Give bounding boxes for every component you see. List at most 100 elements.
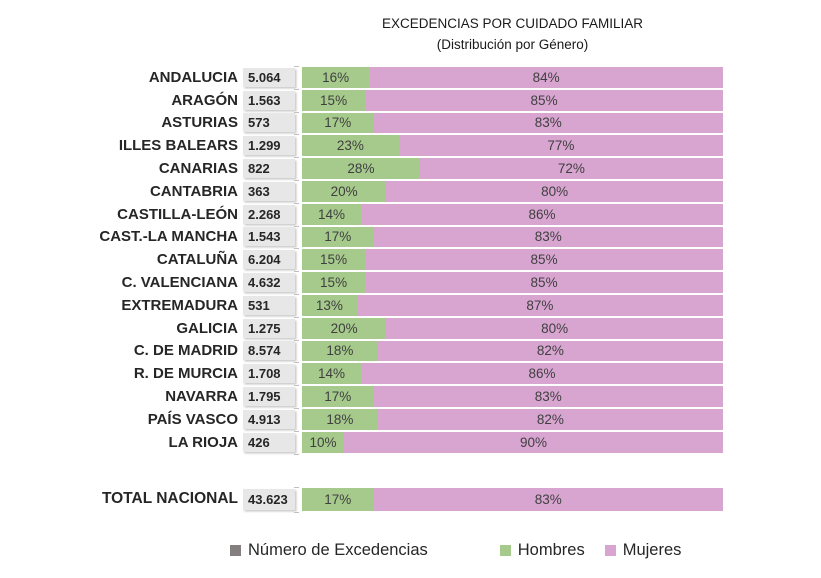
region-row: CANARIAS 822 28% 72% — [0, 157, 821, 180]
hombres-segment: 17% — [302, 226, 374, 248]
stacked-bar: 15% 85% — [294, 248, 723, 271]
excedencias-value: 822 — [243, 159, 295, 179]
chart-title: EXCEDENCIAS POR CUIDADO FAMILIAR (Distri… — [302, 13, 723, 55]
region-row: PAÍS VASCO 4.913 18% 82% — [0, 407, 821, 431]
stacked-bar: 15% 85% — [294, 88, 723, 111]
stacked-bar: 17% 83% — [294, 385, 723, 407]
region-label: C. VALENCIANA — [121, 274, 238, 292]
mujeres-segment: 85% — [365, 89, 723, 111]
mujeres-segment: 84% — [369, 67, 723, 88]
stacked-bar: 18% 82% — [294, 407, 723, 430]
stacked-bar: 16% 84% — [294, 66, 723, 88]
region-row: GALICIA 1.275 20% 80% — [0, 316, 821, 340]
region-label: CATALUÑA — [156, 251, 238, 269]
legend-item-mujeres: Mujeres — [604, 541, 682, 560]
region-row: C. VALENCIANA 4.632 15% 85% — [0, 271, 821, 294]
mujeres-segment: 80% — [386, 317, 723, 339]
excedencias-value: 426 — [243, 432, 295, 452]
mujeres-segment: 83% — [373, 386, 723, 407]
hombres-segment: 15% — [302, 272, 366, 293]
region-row: EXTREMADURA 531 13% 87% — [0, 293, 821, 317]
hombres-segment: 20% — [302, 180, 387, 202]
hombres-segment: 28% — [302, 158, 420, 179]
legend-label: Número de Excedencias — [248, 541, 428, 559]
region-row: CASTILLA-LEÓN 2.268 14% 86% — [0, 202, 821, 226]
total-row: TOTAL NACIONAL 43.623 17% 83% — [0, 486, 821, 513]
region-label: ILLES BALEARS — [118, 137, 238, 155]
mujeres-segment: 77% — [398, 135, 723, 157]
legend-item-n-mero-de-excedencias: Número de Excedencias — [230, 541, 428, 560]
hombres-segment: 23% — [302, 135, 399, 157]
hombres-segment: 15% — [302, 89, 366, 111]
chart-title-line1: EXCEDENCIAS POR CUIDADO FAMILIAR — [381, 16, 644, 31]
hombres-segment: 14% — [302, 203, 361, 225]
excedencias-value: 6.204 — [243, 250, 295, 270]
excedencias-value: 4.632 — [243, 273, 295, 293]
excedencias-value: 573 — [243, 113, 295, 133]
mujeres-segment: 82% — [377, 408, 723, 430]
hombres-segment: 16% — [302, 67, 370, 88]
excedencias-value: 1.795 — [243, 387, 295, 407]
stacked-bar: 17% 83% — [294, 111, 723, 134]
stacked-bar: 18% 82% — [294, 339, 723, 362]
region-row: LA RIOJA 426 10% 90% — [0, 430, 821, 455]
region-row: ARAGÓN 1.563 15% 85% — [0, 88, 821, 112]
excedencias-value: 5.064 — [243, 67, 295, 87]
mujeres-segment: 83% — [373, 112, 723, 134]
mujeres-segment: 87% — [356, 294, 723, 316]
region-label: CANTABRIA — [149, 182, 238, 200]
mujeres-segment: 86% — [360, 203, 723, 225]
mujeres-segment: 85% — [365, 249, 723, 271]
region-row: R. DE MURCIA 1.708 14% 86% — [0, 362, 821, 385]
region-label: CANARIAS — [158, 160, 238, 178]
region-label: PAÍS VASCO — [147, 410, 238, 428]
legend-label: Hombres — [517, 541, 585, 559]
hombres-segment: 17% — [302, 487, 374, 511]
region-row: C. DE MADRID 8.574 18% 82% — [0, 339, 821, 363]
excedencias-value: 531 — [243, 295, 295, 315]
region-label: R. DE MURCIA — [133, 365, 238, 383]
stacked-bar: 20% 80% — [294, 316, 723, 339]
mujeres-segment: 90% — [344, 431, 723, 453]
region-label: CASTILLA-LEÓN — [117, 205, 238, 223]
region-row: ILLES BALEARS 1.299 23% 77% — [0, 134, 821, 157]
hombres-segment: 10% — [302, 431, 345, 453]
region-row: CANTABRIA 363 20% 80% — [0, 179, 821, 203]
legend-swatch-icon — [499, 545, 511, 556]
region-row: CATALUÑA 6.204 15% 85% — [0, 248, 821, 271]
excedencias-value: 1.708 — [243, 364, 295, 384]
mujeres-segment: 82% — [377, 340, 723, 362]
hombres-segment: 18% — [302, 408, 378, 430]
hombres-segment: 15% — [302, 249, 366, 271]
mujeres-segment: 85% — [365, 272, 723, 293]
region-label: CAST.-LA MANCHA — [99, 228, 238, 246]
excedencias-value: 1.299 — [243, 136, 295, 156]
legend-swatch-icon — [604, 545, 616, 556]
legend-label: Mujeres — [622, 541, 682, 559]
region-row: NAVARRA 1.795 17% 83% — [0, 385, 821, 408]
excedencias-value: 363 — [243, 181, 295, 201]
mujeres-segment: 86% — [360, 363, 723, 385]
region-label: ASTURIAS — [161, 114, 238, 132]
region-label: C. DE MADRID — [133, 342, 238, 360]
region-label: EXTREMADURA — [121, 296, 238, 314]
stacked-bar: 17% 83% — [294, 225, 723, 248]
excedencias-value: 8.574 — [243, 341, 295, 361]
hombres-segment: 14% — [302, 363, 361, 385]
stacked-bar: 23% 77% — [294, 134, 723, 157]
stacked-bar: 14% 86% — [294, 362, 723, 385]
hombres-segment: 20% — [302, 317, 387, 339]
chart-title-line2: (Distribución por Género) — [436, 37, 589, 52]
mujeres-segment: 72% — [419, 158, 723, 179]
region-row: ANDALUCIA 5.064 16% 84% — [0, 66, 821, 89]
stacked-bar: 28% 72% — [294, 157, 723, 179]
mujeres-segment: 83% — [373, 487, 723, 511]
hombres-segment: 17% — [302, 112, 374, 134]
region-label: LA RIOJA — [168, 433, 238, 451]
hombres-segment: 17% — [302, 386, 374, 407]
stacked-bar: 17% 83% — [294, 486, 723, 513]
stacked-bar: 14% 86% — [294, 202, 723, 225]
region-row: CAST.-LA MANCHA 1.543 17% 83% — [0, 225, 821, 249]
excedencias-value: 1.543 — [243, 227, 295, 247]
